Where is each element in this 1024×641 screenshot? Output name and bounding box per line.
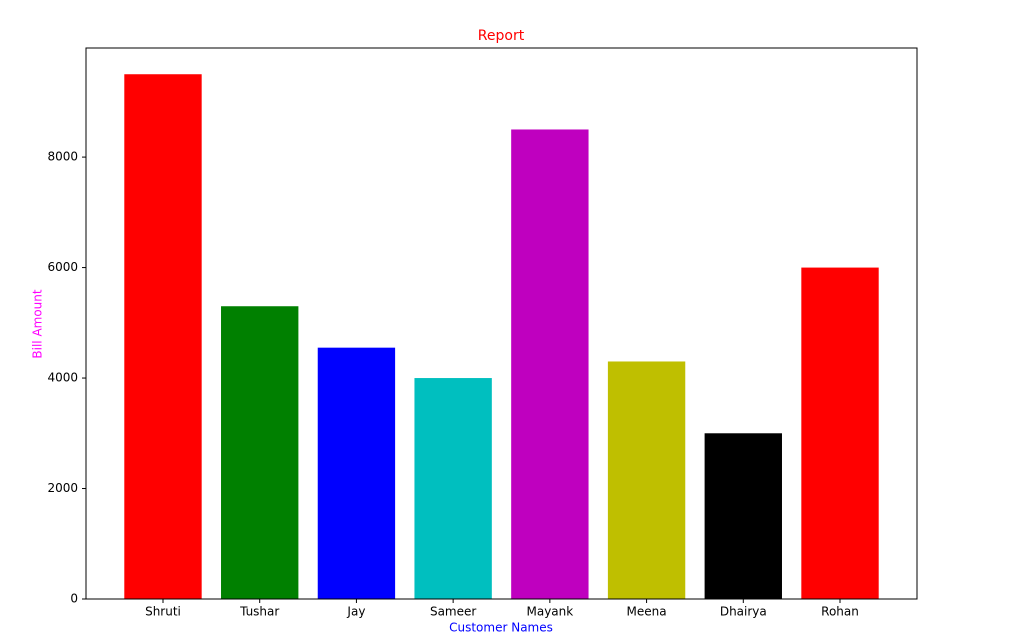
y-tick-label: 8000 <box>47 150 78 164</box>
chart-title: Report <box>478 28 525 44</box>
bar <box>124 74 202 599</box>
x-tick-label: Sameer <box>430 605 476 619</box>
bar <box>511 129 589 599</box>
bar <box>221 306 299 599</box>
x-tick-label: Jay <box>346 605 365 619</box>
x-tick-label: Dhairya <box>720 605 767 619</box>
y-axis-label: Bill Amount <box>31 289 45 359</box>
y-tick-label: 6000 <box>47 260 78 274</box>
y-tick-label: 4000 <box>47 371 78 385</box>
bar <box>317 347 396 599</box>
x-tick-label: Rohan <box>821 605 859 619</box>
bar <box>607 361 686 599</box>
bar <box>414 378 492 599</box>
bar <box>704 433 782 599</box>
plot-frame <box>85 47 918 600</box>
x-tick-label: Meena <box>627 605 667 619</box>
bar <box>801 267 879 599</box>
x-axis-label: Customer Names <box>449 621 553 635</box>
x-tick-label: Shruti <box>145 605 181 619</box>
x-tick-label: Mayank <box>526 605 573 619</box>
x-tick-label: Tushar <box>239 605 279 619</box>
y-tick-label: 0 <box>70 592 78 606</box>
y-tick-label: 2000 <box>47 481 78 495</box>
